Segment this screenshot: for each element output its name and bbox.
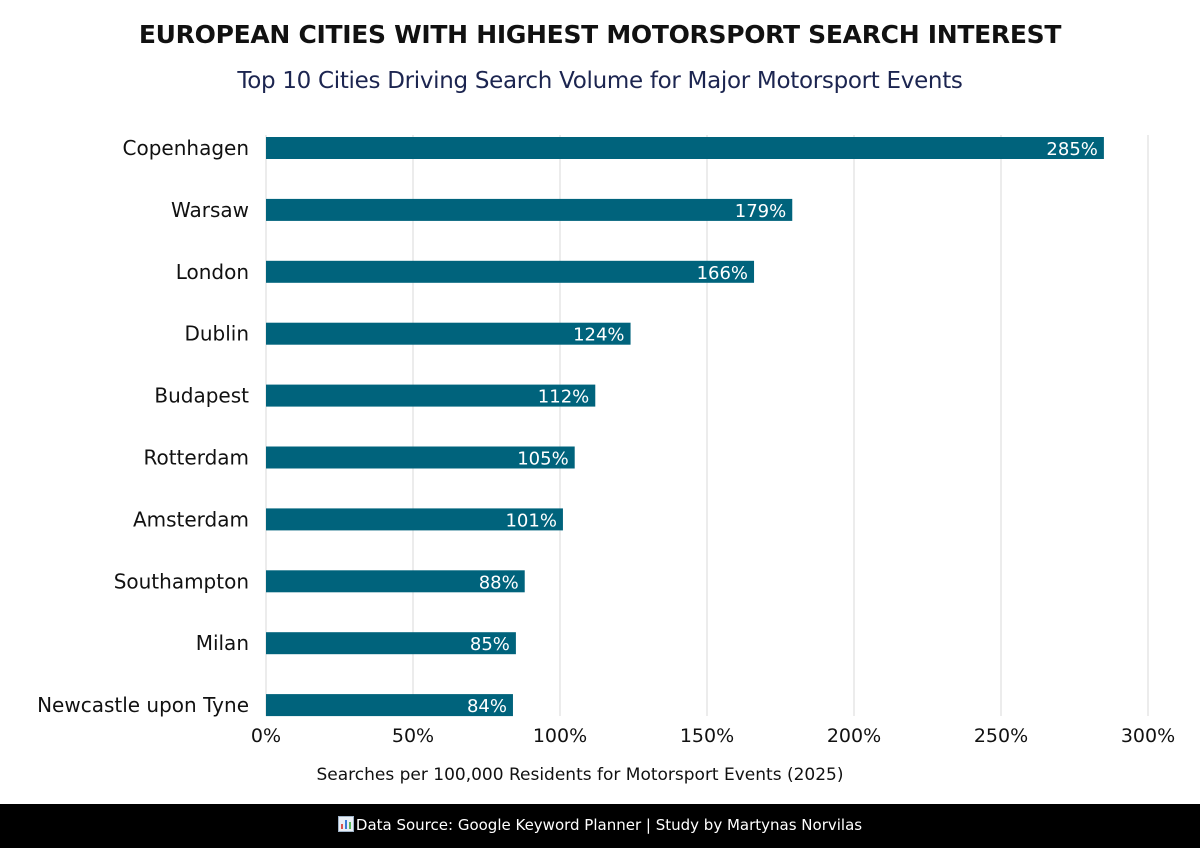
category-label: Rotterdam xyxy=(143,446,249,470)
x-tick-label: 200% xyxy=(827,725,881,747)
bar xyxy=(266,446,575,469)
x-tick-label: 50% xyxy=(392,725,434,747)
bar xyxy=(266,508,563,531)
bar-chart: Copenhagen Warsaw London Dublin Budapest Rott… xyxy=(37,135,1175,747)
x-tick-label: 250% xyxy=(974,725,1028,747)
x-tick-label: 150% xyxy=(680,725,734,747)
data-label: 285% xyxy=(1046,139,1097,160)
bar-chart-icon xyxy=(337,816,354,832)
data-label: 179% xyxy=(735,201,786,222)
category-label: Copenhagen xyxy=(123,136,249,160)
category-label: Budapest xyxy=(154,384,249,408)
category-label: London xyxy=(176,260,249,284)
chart-title: EUROPEAN CITIES WITH HIGHEST MOTORSPORT … xyxy=(138,20,1062,49)
data-label: 85% xyxy=(470,634,510,655)
bars xyxy=(266,137,1104,717)
data-label: 166% xyxy=(697,263,748,284)
chart-subtitle: Top 10 Cities Driving Search Volume for … xyxy=(237,68,963,94)
bar xyxy=(266,137,1104,159)
bar xyxy=(266,570,525,593)
x-tick-label: 300% xyxy=(1121,725,1175,747)
x-axis-label: Searches per 100,000 Residents for Motor… xyxy=(316,765,844,785)
category-label: Milan xyxy=(196,631,249,655)
bar xyxy=(266,632,516,655)
bar xyxy=(266,260,755,283)
category-label: Newcastle upon Tyne xyxy=(37,693,249,717)
category-label: Dublin xyxy=(184,322,249,346)
x-tick-labels: 0% 50% 100% 150% 200% 250% 300% xyxy=(251,725,1175,747)
data-label: 105% xyxy=(517,449,568,470)
category-label: Southampton xyxy=(114,569,249,593)
bar xyxy=(266,384,596,407)
data-label: 101% xyxy=(505,510,556,531)
data-label: 88% xyxy=(479,572,519,593)
x-tick-label: 0% xyxy=(251,725,281,747)
footer-source-bar: Data Source: Google Keyword Planner | St… xyxy=(0,804,1200,848)
bar xyxy=(266,694,513,717)
data-labels: 285% 179% 166% 124% 112% 105% 101% 88% 85% 84% xyxy=(467,139,1098,717)
footer-source-text: Data Source: Google Keyword Planner | St… xyxy=(355,816,863,834)
bar xyxy=(266,322,631,345)
category-label: Amsterdam xyxy=(133,507,249,531)
gridlines xyxy=(265,135,1149,716)
x-tick-label: 100% xyxy=(533,725,587,747)
bar xyxy=(266,198,793,221)
data-label: 124% xyxy=(573,325,624,346)
category-label: Warsaw xyxy=(171,198,249,222)
data-label: 112% xyxy=(538,387,589,408)
category-labels: Copenhagen Warsaw London Dublin Budapest Rott… xyxy=(37,136,249,717)
data-label: 84% xyxy=(467,696,507,717)
